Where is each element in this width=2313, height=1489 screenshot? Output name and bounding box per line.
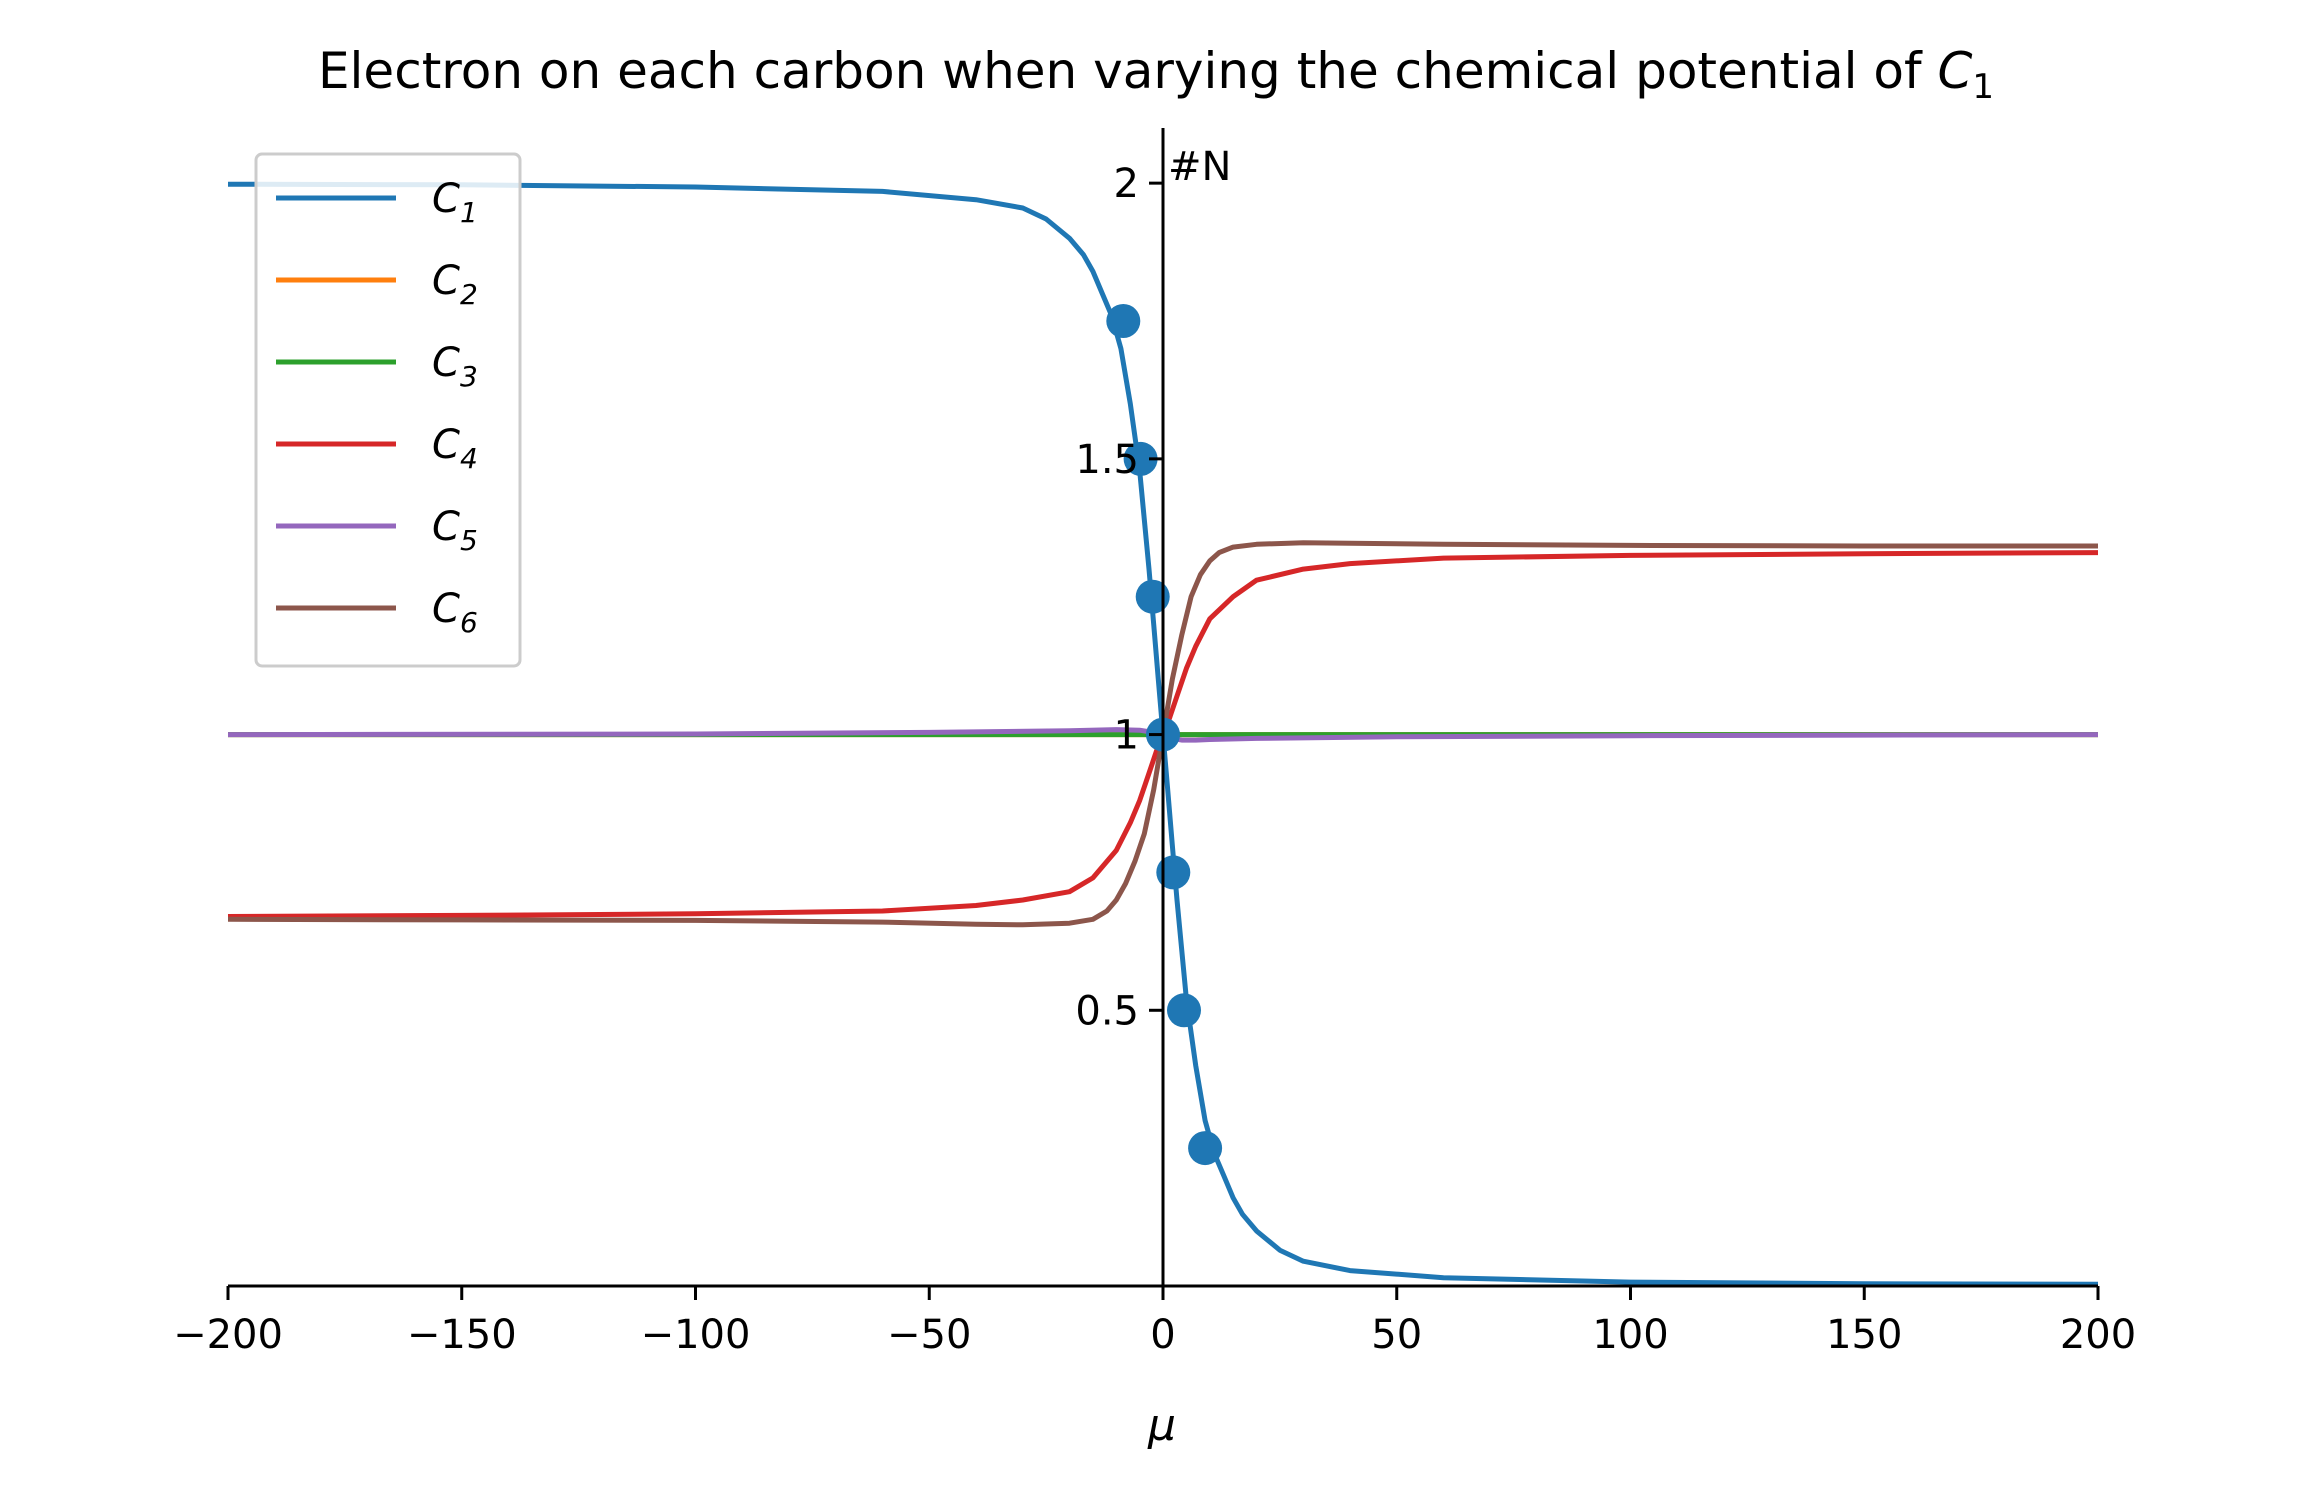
legend-label-c2: C2 <box>432 258 478 311</box>
legend-label-c5: C5 <box>432 504 478 557</box>
chart-title-math-sub: 1 <box>1972 67 1994 107</box>
chart-title-text: Electron on each carbon when varying the… <box>318 42 1938 100</box>
chart-title: Electron on each carbon when varying the… <box>318 42 1994 107</box>
x-tick-label: 50 <box>1371 1312 1422 1358</box>
legend: C1 C2 C3 C4 C5 C6 <box>254 152 522 668</box>
c1-marker-point <box>1123 441 1158 476</box>
x-tick-label: −150 <box>407 1312 517 1358</box>
axes: −200 −150 −100 −50 0 50 100 150 200 0.5 1 1.5 2 <box>173 128 2136 1358</box>
c1-marker-point <box>1156 855 1191 890</box>
c1-marker-point <box>1188 1131 1223 1166</box>
y-axis-label: #N <box>1168 144 1231 190</box>
x-tick-label: −50 <box>887 1312 971 1358</box>
legend-frame <box>254 152 522 668</box>
x-axis-label: μ <box>1147 1400 1176 1451</box>
legend-label-c1: C1 <box>432 176 478 229</box>
x-tick-label: −200 <box>173 1312 283 1358</box>
y-tick-label: 1 <box>1114 713 1139 759</box>
y-tick-label: 2 <box>1114 161 1139 207</box>
y-tick-label: 0.5 <box>1075 988 1139 1034</box>
legend-label-c3: C3 <box>432 340 478 393</box>
y-tick-label: 1.5 <box>1075 437 1139 483</box>
x-tick-label: 150 <box>1826 1312 1902 1358</box>
x-tick-label: 200 <box>2060 1312 2136 1358</box>
c1-marker-point <box>1135 579 1170 614</box>
x-tick-label: 0 <box>1150 1312 1175 1358</box>
legend-label-c4: C4 <box>432 422 478 475</box>
x-tick-label: −100 <box>641 1312 751 1358</box>
legend-label-c6: C6 <box>432 586 478 639</box>
chart-title-math-base: C <box>1937 42 1972 100</box>
c1-marker-point <box>1167 993 1201 1028</box>
x-tick-label: 100 <box>1592 1312 1668 1358</box>
c1-marker-point <box>1106 304 1141 338</box>
